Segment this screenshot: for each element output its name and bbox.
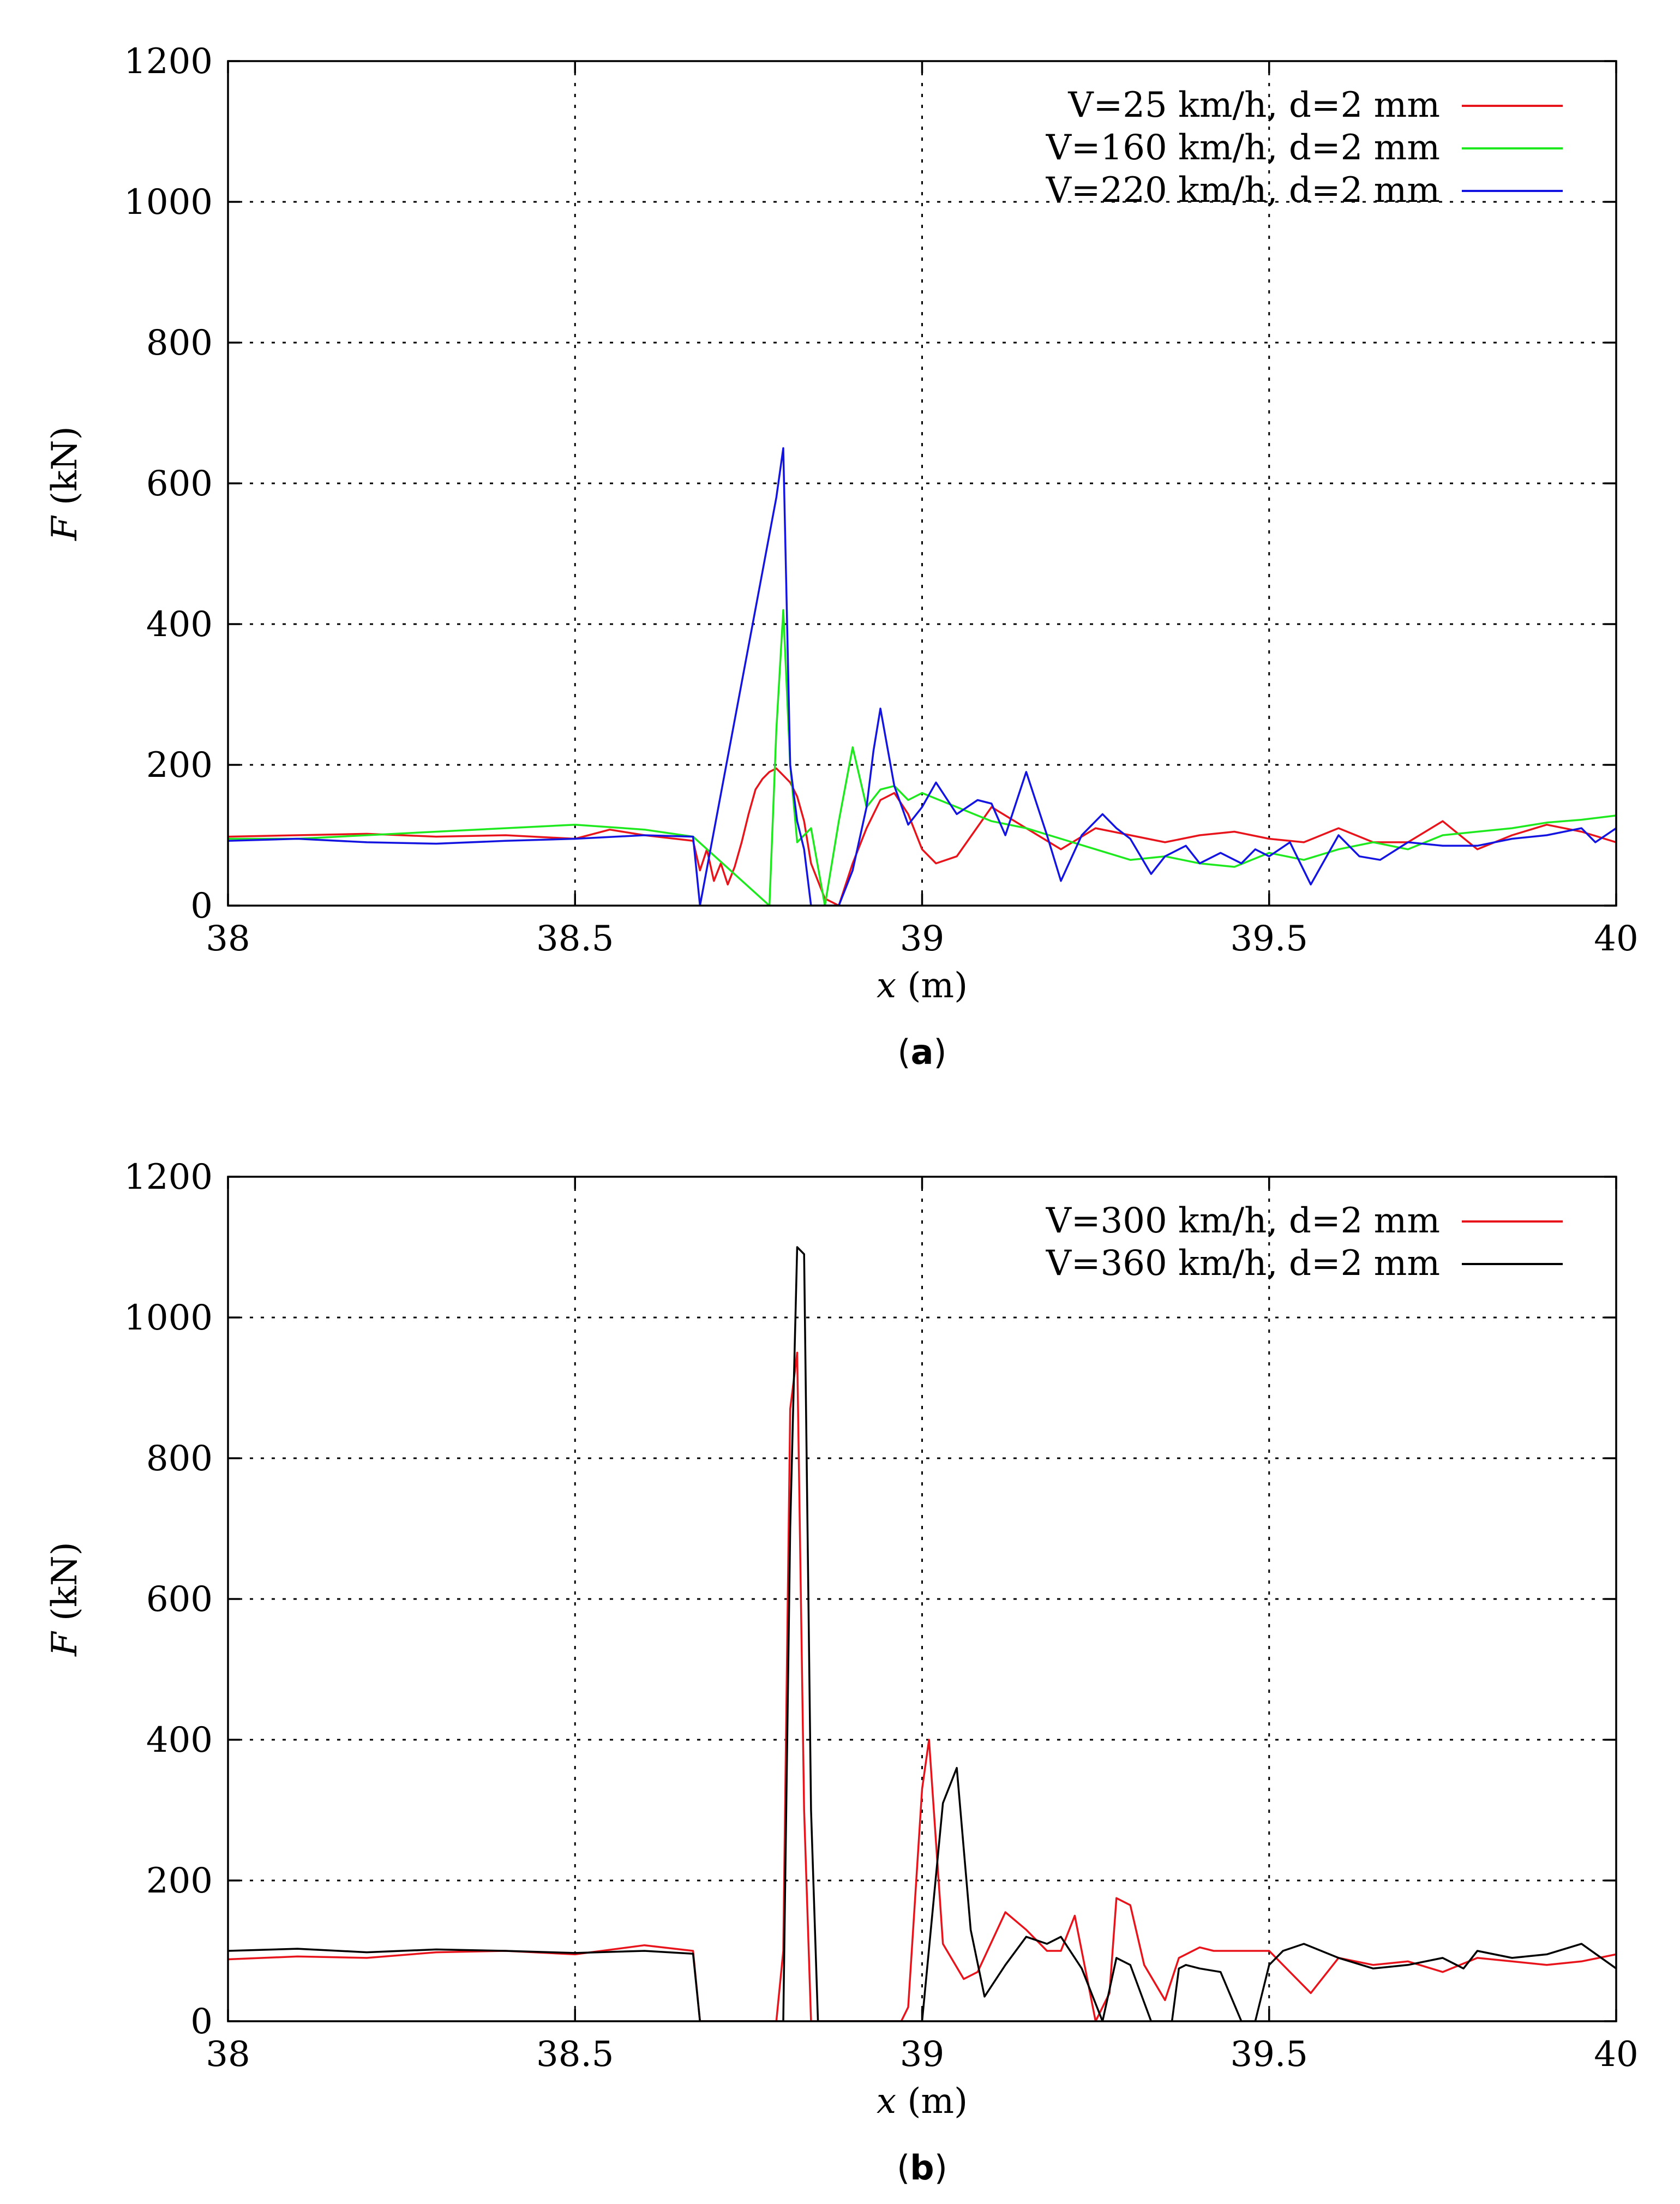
chart-1-x-axis-var: x: [877, 2081, 896, 2122]
chart-1-ytick-label-2: 400: [146, 1720, 213, 1760]
chart-0-xtick-label-2: 39: [900, 919, 944, 959]
chart-0-caption: (a): [897, 1032, 946, 1072]
chart-0-ytick-label-2: 400: [146, 604, 213, 645]
chart-0-caption-letter: a: [911, 1032, 934, 1072]
chart-0-ytick-label-5: 1000: [124, 182, 213, 223]
chart-0-legend-label-2: V=220 km/h, d=2 mm: [1046, 170, 1440, 211]
chart-0-plot-frame: [227, 60, 1617, 907]
chart-1-caption: (b): [897, 2148, 947, 2188]
chart-0-x-axis-label: x (m): [877, 966, 968, 1006]
chart-1-caption-open: (: [897, 2148, 910, 2188]
chart-1-caption-close: ): [934, 2148, 947, 2188]
chart-0-ytick-label-6: 1200: [124, 41, 213, 82]
chart-1-caption-letter: b: [910, 2148, 934, 2188]
chart-0-ytick-label-1: 200: [146, 745, 213, 786]
chart-1-ytick-label-4: 800: [146, 1439, 213, 1479]
chart-0-y-axis-var: F: [45, 515, 85, 541]
chart-1-plot-frame: [227, 1176, 1617, 2022]
chart-0-ytick-label-4: 800: [146, 323, 213, 363]
chart-1-x-axis-label: x (m): [877, 2081, 968, 2122]
chart-1-xtick-label-1: 38.5: [536, 2034, 614, 2075]
chart-0-series-line-2: [228, 447, 1616, 906]
chart-1-y-axis-space: [45, 1621, 85, 1632]
chart-0-xtick-label-4: 40: [1594, 919, 1638, 959]
chart-1-y-axis-unit: (kN): [45, 1542, 85, 1621]
chart-1-ytick-label-0: 0: [190, 2002, 213, 2042]
chart-1-x-axis-unit: (m): [907, 2081, 968, 2122]
chart-0-legend-label-0: V=25 km/h, d=2 mm: [1067, 85, 1440, 125]
chart-0-y-axis-space: [45, 505, 85, 516]
chart-1-ytick-label-6: 1200: [124, 1157, 213, 1197]
chart-1-xtick-label-0: 38: [206, 2034, 250, 2075]
chart-0-series-line-1: [228, 609, 1616, 906]
chart-0-y-axis-unit: (kN): [45, 426, 85, 505]
chart-0-ytick-label-3: 600: [146, 464, 213, 504]
chart-1-xtick-label-3: 39.5: [1231, 2034, 1309, 2075]
chart-0-x-axis-space: [896, 966, 907, 1006]
chart-0-xtick-label-0: 38: [206, 919, 250, 959]
chart-1-xtick-label-4: 40: [1594, 2034, 1638, 2075]
chart-1-x-axis-space: [896, 2081, 907, 2122]
chart-1-y-axis-label: F (kN): [45, 1542, 85, 1656]
chart-1-ytick-label-3: 600: [146, 1579, 213, 1620]
chart-panel-a: 38 38.5 39 39.5 40020040060080010001200V=25 …: [45, 41, 1639, 1072]
chart-1-series-line-1: [228, 1246, 1616, 2021]
chart-0-caption-open: (: [897, 1032, 910, 1072]
chart-0-x-axis-unit: (m): [907, 966, 968, 1006]
chart-0-caption-close: ): [933, 1032, 946, 1072]
chart-0-xtick-label-3: 39.5: [1231, 919, 1309, 959]
chart-1-y-axis-var: F: [45, 1631, 85, 1657]
chart-1-ytick-label-1: 200: [146, 1861, 213, 1901]
chart-0-y-axis-label: F (kN): [45, 426, 85, 541]
chart-1-xtick-label-2: 39: [900, 2034, 944, 2075]
chart-1-legend-label-0: V=300 km/h, d=2 mm: [1046, 1201, 1440, 1241]
chart-0-xtick-label-1: 38.5: [536, 919, 614, 959]
chart-0-ytick-label-0: 0: [190, 886, 213, 926]
chart-0-series-line-0: [228, 767, 1616, 906]
chart-1-legend-label-1: V=360 km/h, d=2 mm: [1046, 1243, 1440, 1284]
chart-0-legend-label-1: V=160 km/h, d=2 mm: [1046, 128, 1440, 168]
chart-panel-b: 38 38.5 39 39.5 40020040060080010001200V=300…: [45, 1157, 1639, 2188]
chart-0-x-axis-var: x: [877, 966, 896, 1006]
chart-1-ytick-label-5: 1000: [124, 1298, 213, 1338]
